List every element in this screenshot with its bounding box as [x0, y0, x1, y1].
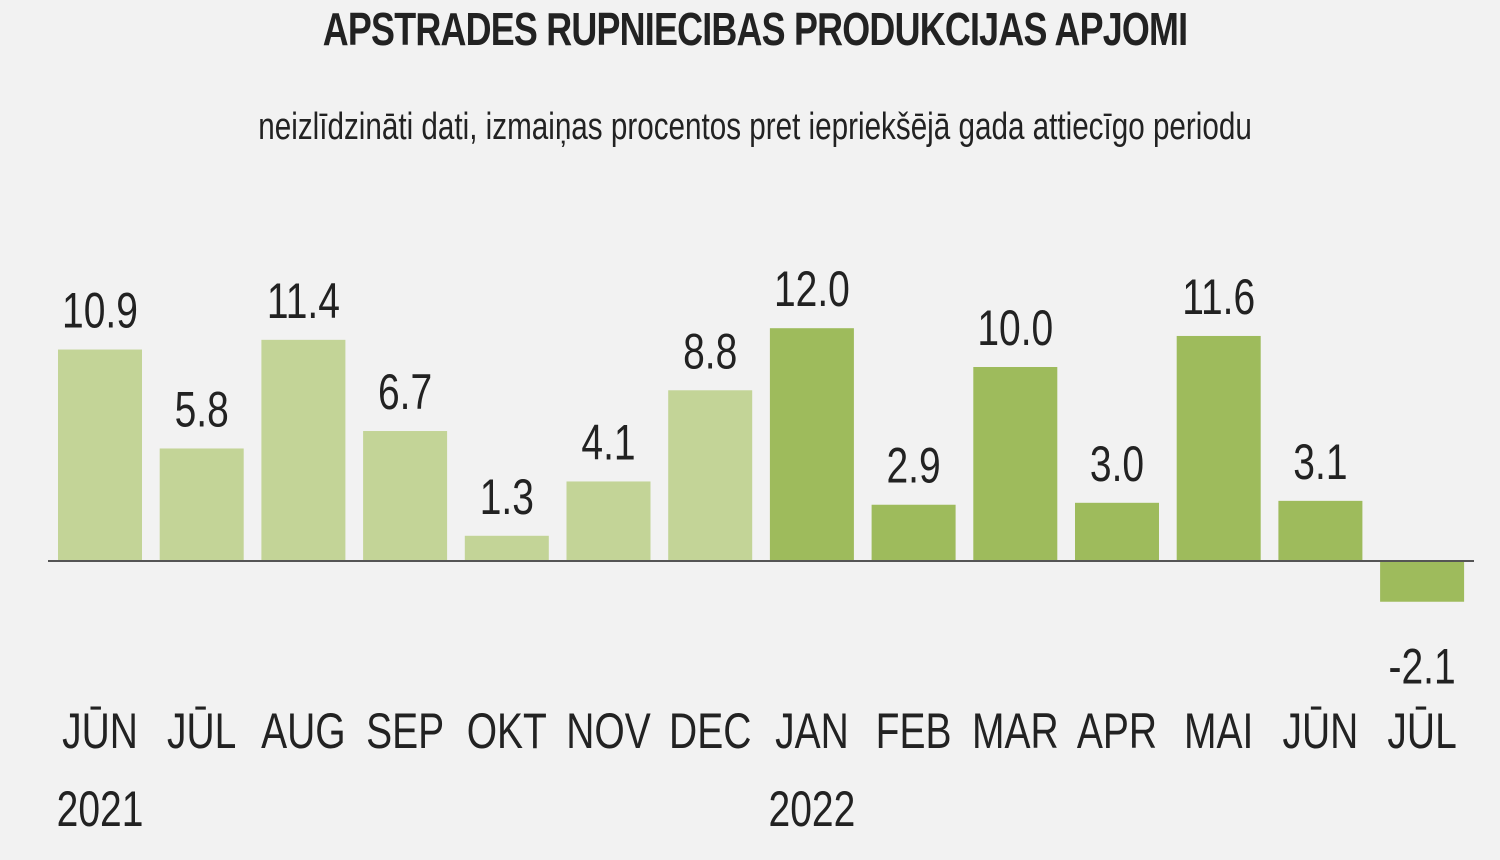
value-label-5: 4.1	[581, 414, 635, 471]
value-label-8: 2.9	[886, 437, 940, 494]
year-label-1: 2022	[769, 780, 856, 837]
month-label-0: JŪN	[62, 702, 138, 759]
year-label-0: 2021	[57, 780, 144, 837]
bars-layer	[58, 328, 1465, 602]
month-label-13: JŪL	[1387, 702, 1456, 759]
bar-1	[159, 448, 244, 561]
bar-11	[1176, 335, 1261, 561]
month-label-1: JŪL	[167, 702, 236, 759]
bar-8	[871, 504, 956, 561]
month-label-3: SEP	[366, 702, 444, 759]
bar-12	[1278, 500, 1363, 561]
value-label-9: 10.0	[977, 299, 1053, 356]
bar-7	[769, 328, 854, 561]
month-label-11: MAI	[1184, 702, 1253, 759]
bar-3	[363, 431, 448, 561]
month-label-9: MAR	[972, 702, 1059, 759]
month-label-12: JŪN	[1282, 702, 1358, 759]
value-label-7: 12.0	[774, 260, 850, 317]
value-label-6: 8.8	[683, 323, 737, 380]
chart-title: APSTRADES RUPNIECIBAS PRODUKCIJAS APJOMI	[322, 3, 1188, 55]
bar-6	[668, 390, 753, 561]
month-label-5: NOV	[566, 702, 651, 759]
bar-9	[973, 367, 1058, 561]
month-label-7: JAN	[775, 702, 849, 759]
month-label-10: APR	[1077, 702, 1157, 759]
month-label-4: OKT	[467, 702, 547, 759]
value-label-0: 10.9	[62, 282, 138, 339]
month-label-2: AUG	[261, 702, 346, 759]
bar-5	[566, 481, 651, 561]
value-label-4: 1.3	[480, 468, 534, 525]
month-label-8: FEB	[876, 702, 952, 759]
value-label-10: 3.0	[1090, 435, 1144, 492]
value-label-12: 3.1	[1293, 433, 1347, 490]
value-label-13: -2.1	[1389, 638, 1456, 695]
bar-2	[261, 339, 346, 561]
chart-subtitle: neizlīdzināti dati, izmaiņas procentos p…	[258, 106, 1252, 148]
value-label-3: 6.7	[378, 363, 432, 420]
bar-4	[464, 535, 549, 561]
labels-layer: 10.9 JŪN 5.8 JŪL 11.4 AUG 6.7 SEP 1.3 OKT 4.1 NOV 8.…	[57, 260, 1457, 837]
month-label-6: DEC	[669, 702, 751, 759]
value-label-1: 5.8	[175, 381, 229, 438]
value-label-11: 11.6	[1182, 268, 1255, 325]
bar-0	[58, 349, 142, 561]
bar-10	[1075, 502, 1159, 561]
value-label-2: 11.4	[267, 272, 340, 329]
bar-13	[1380, 561, 1465, 602]
